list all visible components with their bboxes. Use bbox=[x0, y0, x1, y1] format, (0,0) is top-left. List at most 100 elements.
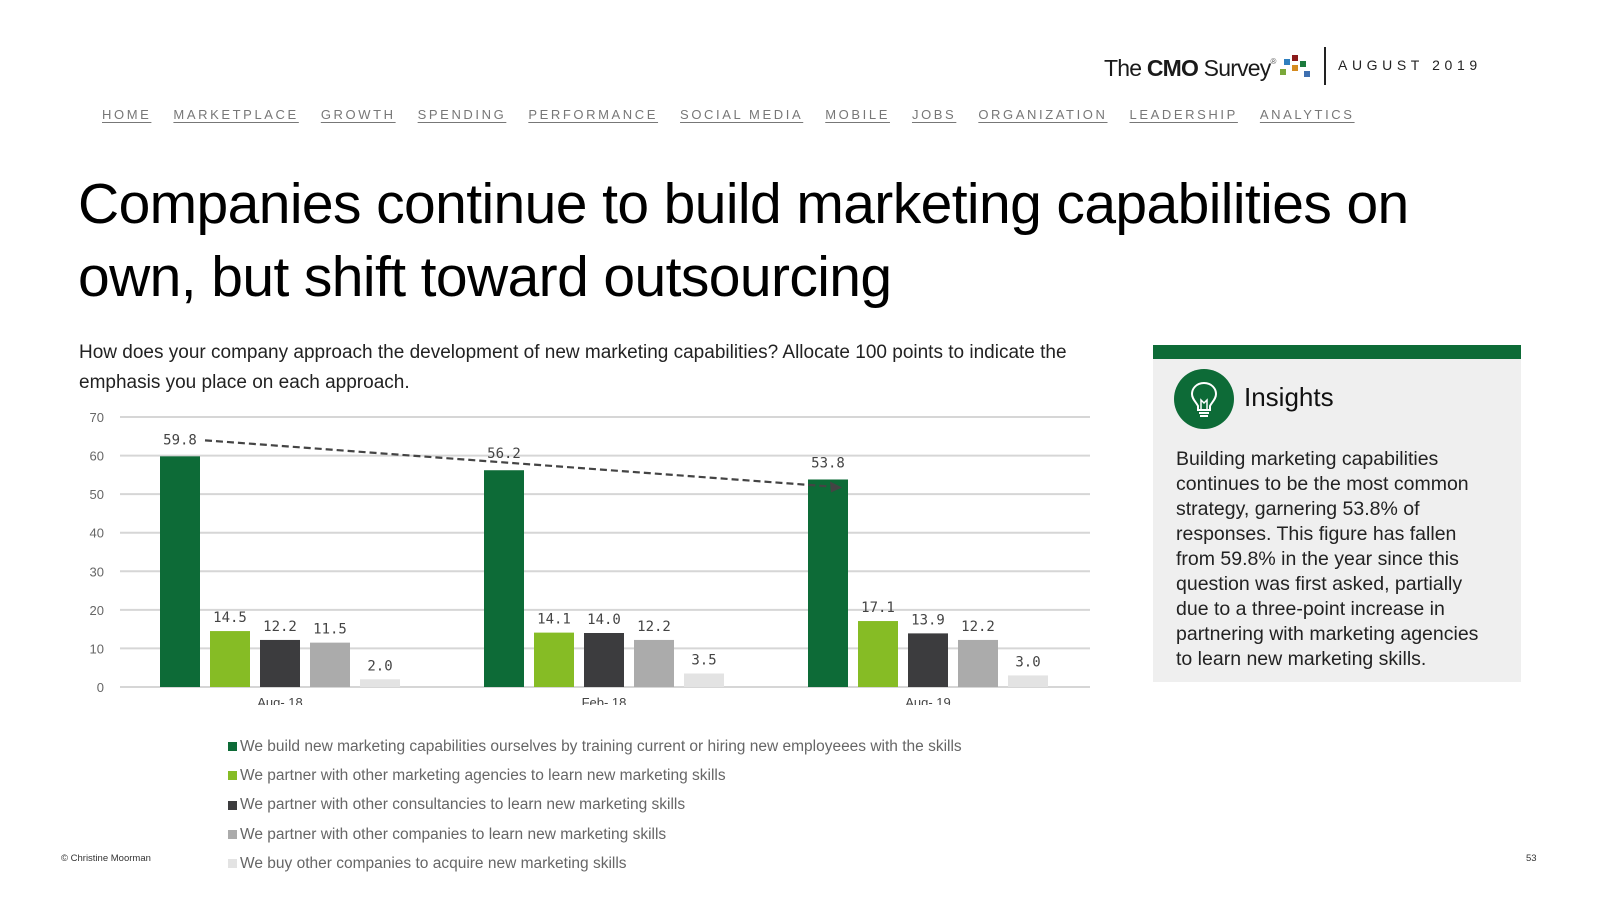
insights-panel: Insights Building marketing capabilities… bbox=[1153, 345, 1521, 682]
bar bbox=[858, 621, 898, 687]
brand-name-light: The bbox=[1104, 54, 1147, 81]
x-axis: Aug- 18 Feb- 18 Aug- 19 bbox=[257, 695, 951, 705]
data-label: 56.2 bbox=[487, 446, 521, 462]
bar bbox=[1008, 675, 1048, 687]
chart-bars bbox=[160, 456, 1048, 687]
bar bbox=[808, 479, 848, 687]
data-label: 14.1 bbox=[537, 612, 571, 628]
bar bbox=[534, 632, 574, 687]
data-label: 2.0 bbox=[367, 658, 392, 674]
nav-link-leadership[interactable]: LEADERSHIP bbox=[1129, 107, 1238, 122]
insights-title: Insights bbox=[1244, 382, 1334, 412]
brand-dot bbox=[1291, 55, 1298, 61]
bar bbox=[484, 470, 524, 687]
brand-dot bbox=[1299, 61, 1306, 67]
brand-dot bbox=[1303, 71, 1310, 77]
copyright: © Christine Moorman bbox=[61, 853, 151, 864]
brand-name-bold: CMO bbox=[1146, 54, 1199, 81]
x-tick-label: Aug- 18 bbox=[257, 695, 303, 705]
legend-swatch bbox=[228, 742, 237, 752]
data-label: 13.9 bbox=[911, 612, 945, 628]
legend-label: We build new marketing capabilities ours… bbox=[240, 737, 962, 755]
nav-link-mobile[interactable]: MOBILE bbox=[825, 107, 890, 122]
y-axis: 0 10 20 30 40 50 60 70 bbox=[90, 410, 104, 695]
y-tick-label: 20 bbox=[90, 603, 104, 618]
top-navigation: HOME MARKETPLACE GROWTH SPENDING PERFORMANCE… bbox=[102, 107, 1355, 122]
nav-link-analytics[interactable]: ANALYTICS bbox=[1259, 107, 1355, 122]
data-label: 11.5 bbox=[313, 622, 347, 638]
nav-link-growth[interactable]: GROWTH bbox=[320, 107, 396, 122]
brand-dot bbox=[1279, 69, 1286, 75]
legend-swatch bbox=[228, 830, 237, 840]
y-tick-label: 50 bbox=[90, 487, 104, 502]
bar bbox=[210, 631, 250, 687]
y-tick-label: 0 bbox=[97, 680, 104, 695]
data-label: 53.8 bbox=[811, 455, 845, 471]
bar bbox=[908, 633, 948, 687]
data-label: 12.2 bbox=[961, 619, 995, 635]
y-tick-label: 30 bbox=[90, 564, 104, 579]
legend-item: We buy other companies to acquire new ma… bbox=[228, 849, 962, 878]
legend-label: We partner with other marketing agencies… bbox=[240, 766, 726, 784]
nav-link-performance[interactable]: PERFORMANCE bbox=[528, 107, 659, 122]
lightbulb-icon bbox=[1174, 369, 1234, 429]
brand-dot bbox=[1283, 59, 1290, 65]
legend-item: We build new marketing capabilities ours… bbox=[228, 732, 962, 761]
trend-arrowhead bbox=[830, 481, 842, 493]
legend-label: We partner with other consultancies to l… bbox=[240, 796, 686, 814]
data-label: 3.5 bbox=[691, 653, 716, 669]
nav-link-organization[interactable]: ORGANIZATION bbox=[978, 107, 1108, 122]
bar bbox=[310, 642, 350, 687]
page-title: Companies continue to build marketing ca… bbox=[78, 172, 1409, 309]
survey-date: AUGUST 2019 bbox=[1338, 57, 1482, 73]
brand-name: The CMO Survey® bbox=[1104, 55, 1276, 82]
nav-link-spending[interactable]: SPENDING bbox=[417, 107, 507, 122]
brand-dots-icon bbox=[1278, 53, 1314, 83]
survey-question: How does your company approach the devel… bbox=[79, 342, 1067, 393]
trend-line bbox=[204, 439, 831, 488]
data-label: 12.2 bbox=[263, 619, 297, 635]
bar bbox=[634, 639, 674, 687]
insights-body: Building marketing capabilities continue… bbox=[1176, 448, 1479, 670]
chart-data-labels: 59.8 14.5 12.2 11.5 2.0 56.2 14.1 14.0 12.2 3.5 53… bbox=[163, 432, 1041, 674]
data-label: 59.8 bbox=[163, 432, 197, 448]
legend-item: We partner with other consultancies to l… bbox=[228, 791, 962, 820]
chart-legend: We build new marketing capabilities ours… bbox=[228, 732, 962, 878]
brand-divider bbox=[1324, 47, 1326, 85]
legend-item: We partner with other companies to learn… bbox=[228, 820, 962, 849]
x-tick-label: Feb- 18 bbox=[582, 695, 627, 705]
legend-swatch bbox=[228, 771, 237, 781]
nav-link-jobs[interactable]: JOBS bbox=[911, 107, 957, 122]
y-tick-label: 60 bbox=[90, 449, 104, 464]
y-tick-label: 10 bbox=[90, 641, 104, 656]
data-label: 3.0 bbox=[1015, 654, 1040, 670]
data-label: 14.5 bbox=[213, 610, 247, 626]
page-number: 53 bbox=[1526, 853, 1537, 864]
legend-item: We partner with other marketing agencies… bbox=[228, 761, 962, 790]
brand-name-tail: Survey bbox=[1198, 54, 1272, 81]
nav-link-social-media[interactable]: SOCIAL MEDIA bbox=[680, 107, 804, 122]
y-tick-label: 40 bbox=[90, 526, 104, 541]
legend-label: We buy other companies to acquire new ma… bbox=[240, 854, 627, 872]
nav-link-marketplace[interactable]: MARKETPLACE bbox=[173, 107, 299, 122]
bar bbox=[684, 673, 724, 687]
legend-swatch bbox=[228, 800, 237, 810]
bar bbox=[160, 456, 200, 687]
legend-label: We partner with other companies to learn… bbox=[240, 825, 667, 843]
bar-chart: 0 10 20 30 40 50 60 70 59.8 14.5 12.2 11.5 2.0 56.2 1… bbox=[90, 410, 1090, 705]
data-label: 14.0 bbox=[587, 612, 621, 628]
data-label: 17.1 bbox=[861, 600, 895, 616]
bar bbox=[260, 639, 300, 687]
bar bbox=[360, 679, 400, 687]
brand-dot bbox=[1291, 65, 1298, 71]
nav-link-home[interactable]: HOME bbox=[102, 107, 152, 122]
legend-swatch bbox=[228, 859, 237, 869]
y-tick-label: 70 bbox=[90, 410, 104, 425]
bar bbox=[584, 633, 624, 687]
x-tick-label: Aug- 19 bbox=[905, 695, 951, 705]
data-label: 12.2 bbox=[637, 619, 671, 635]
trend-arrow bbox=[204, 439, 842, 493]
registered-mark: ® bbox=[1270, 56, 1276, 66]
insights-accent-bar bbox=[1153, 345, 1521, 359]
brand-logo: The CMO Survey® bbox=[1104, 48, 1314, 88]
